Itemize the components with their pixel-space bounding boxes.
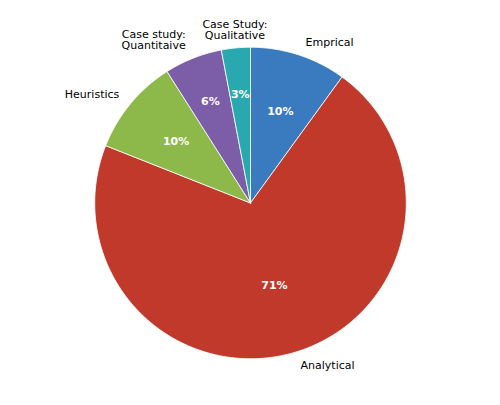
svg-text:3%: 3% (231, 88, 250, 101)
svg-text:Analytical: Analytical (301, 359, 355, 372)
svg-text:10%: 10% (163, 135, 189, 148)
svg-text:6%: 6% (201, 95, 220, 108)
svg-text:Heuristics: Heuristics (65, 88, 120, 101)
svg-text:Case study:Quantitaive: Case study:Quantitaive (122, 28, 186, 52)
svg-text:Emprical: Emprical (306, 36, 354, 49)
svg-text:10%: 10% (267, 105, 293, 118)
svg-text:Case Study:Qualitative: Case Study:Qualitative (202, 18, 267, 42)
svg-text:71%: 71% (261, 279, 287, 292)
